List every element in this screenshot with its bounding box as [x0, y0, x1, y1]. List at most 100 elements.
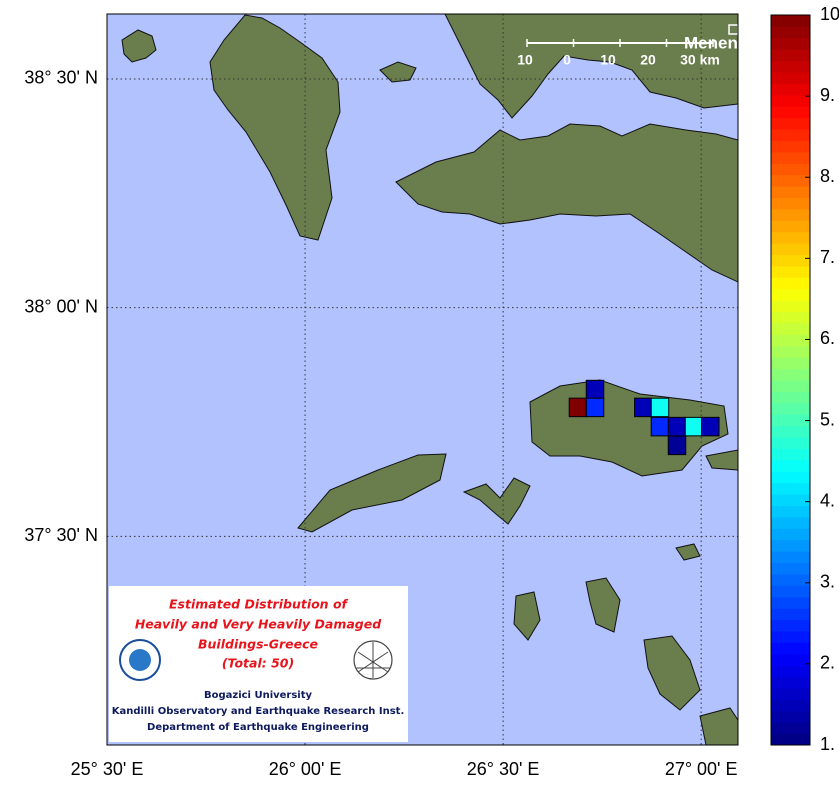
colorbar-swatch — [771, 345, 810, 358]
mainland-peninsula — [395, 123, 738, 283]
institution: Kandilli Observatory and Earthquake Rese… — [112, 706, 405, 717]
colorbar-swatch — [771, 653, 810, 666]
colorbar-swatch — [771, 391, 810, 404]
fourni-islands — [462, 477, 531, 525]
mainland-north — [444, 14, 738, 119]
y-tick-label: 38° 30' N — [24, 68, 98, 88]
damage-cell — [701, 416, 720, 437]
institution: Bogazici University — [204, 690, 313, 701]
colorbar-swatch — [771, 300, 810, 313]
colorbar-swatch — [771, 608, 810, 621]
colorbar-swatch — [771, 573, 810, 586]
scale-label: 0 — [563, 52, 571, 68]
colorbar-swatch — [771, 676, 810, 689]
damage-cell — [650, 416, 670, 437]
legend-title: Estimated Distribution of — [169, 597, 349, 612]
colorbar-swatch — [771, 642, 810, 655]
colorbar-swatch — [771, 494, 810, 506]
colorbar-swatch — [771, 562, 810, 575]
colorbar-swatch — [771, 414, 810, 427]
colorbar-swatch — [771, 448, 810, 461]
legend-title: Buildings-Greece — [198, 637, 318, 652]
chios-island — [209, 14, 341, 241]
colorbar-swatch — [771, 220, 810, 233]
islet — [675, 543, 701, 561]
islet — [121, 29, 157, 63]
damage-cell — [585, 379, 605, 400]
colorbar-swatch — [771, 357, 810, 370]
colorbar-label: 7. — [820, 247, 835, 267]
colorbar-swatch — [771, 402, 810, 415]
damage-cell — [634, 397, 653, 418]
colorbar-label: 3. — [820, 572, 835, 592]
colorbar-swatch — [771, 687, 810, 700]
colorbar-swatch — [771, 106, 810, 119]
colorbar-swatch — [771, 596, 810, 609]
colorbar-swatch — [771, 186, 810, 198]
legend-box: Estimated Distribution of Heavily and Ve… — [109, 586, 408, 742]
place-label: Menen — [684, 33, 738, 52]
colorbar-swatch — [771, 197, 810, 210]
colorbar-label: 1. — [820, 734, 835, 754]
kandilli-logo — [356, 642, 390, 678]
colorbar-swatch — [771, 425, 810, 438]
damage-cell — [667, 416, 687, 437]
colorbar-swatch — [771, 368, 810, 381]
colorbar-swatch — [771, 72, 810, 84]
colorbar-swatch — [771, 208, 810, 221]
colorbar-swatch — [771, 243, 810, 256]
colorbar-swatch — [771, 471, 810, 484]
colorbar-swatch — [771, 516, 810, 529]
colorbar-swatch — [771, 311, 810, 324]
islet — [379, 61, 417, 83]
colorbar-label: 4. — [820, 490, 835, 510]
colorbar-swatch — [771, 163, 810, 176]
colorbar-swatch — [771, 322, 810, 335]
scale-label: 20 — [640, 52, 656, 68]
colorbar-swatch — [771, 15, 810, 27]
colorbar-swatch — [771, 117, 810, 130]
colorbar-swatch — [771, 334, 810, 347]
islet — [513, 591, 541, 641]
colorbar-label: 5. — [820, 409, 835, 429]
map-frame — [106, 13, 739, 746]
colorbar-swatch — [771, 288, 810, 301]
colorbar-swatch — [771, 129, 810, 141]
colorbar-swatch — [771, 174, 810, 187]
colorbar-swatch — [771, 551, 810, 563]
colorbar-swatch — [771, 722, 810, 735]
colorbar-label: 10 — [820, 4, 839, 24]
colorbar-swatch — [771, 710, 810, 723]
colorbar-swatch — [771, 94, 810, 107]
ikaria-island — [297, 453, 447, 533]
institution: Department of Earthquake Engineering — [147, 722, 369, 733]
patmos-island — [585, 577, 621, 633]
scale-label: 10 — [600, 52, 616, 68]
colorbar-swatch — [771, 733, 810, 746]
y-tick-label: 37° 30' N — [24, 525, 98, 545]
colorbar-swatch — [771, 585, 810, 598]
damage-cell — [585, 397, 605, 418]
colorbar-swatch — [771, 482, 810, 495]
y-tick-label: 38° 00' N — [24, 296, 98, 316]
colorbar-swatch — [771, 151, 810, 164]
colorbar-swatch — [771, 140, 810, 153]
colorbar-swatch — [771, 83, 810, 96]
colorbar-swatch — [771, 699, 810, 712]
damage-cell — [667, 435, 687, 456]
scale-label: 30 km — [680, 52, 720, 68]
land — [121, 14, 738, 745]
x-tick-label: 26° 30' E — [467, 759, 540, 779]
colorbar-swatch — [771, 505, 810, 518]
islet — [705, 449, 738, 471]
colorbar-swatch — [771, 26, 810, 39]
colorbar-label: 2. — [820, 653, 835, 673]
kalymnos-island — [699, 707, 738, 745]
scale-label: 10 — [517, 52, 533, 68]
damage-cell — [684, 416, 704, 437]
colorbar-swatch — [771, 49, 810, 62]
damage-cell — [568, 397, 588, 418]
colorbar-swatch — [771, 254, 810, 267]
colorbar-label: 8. — [820, 166, 835, 186]
